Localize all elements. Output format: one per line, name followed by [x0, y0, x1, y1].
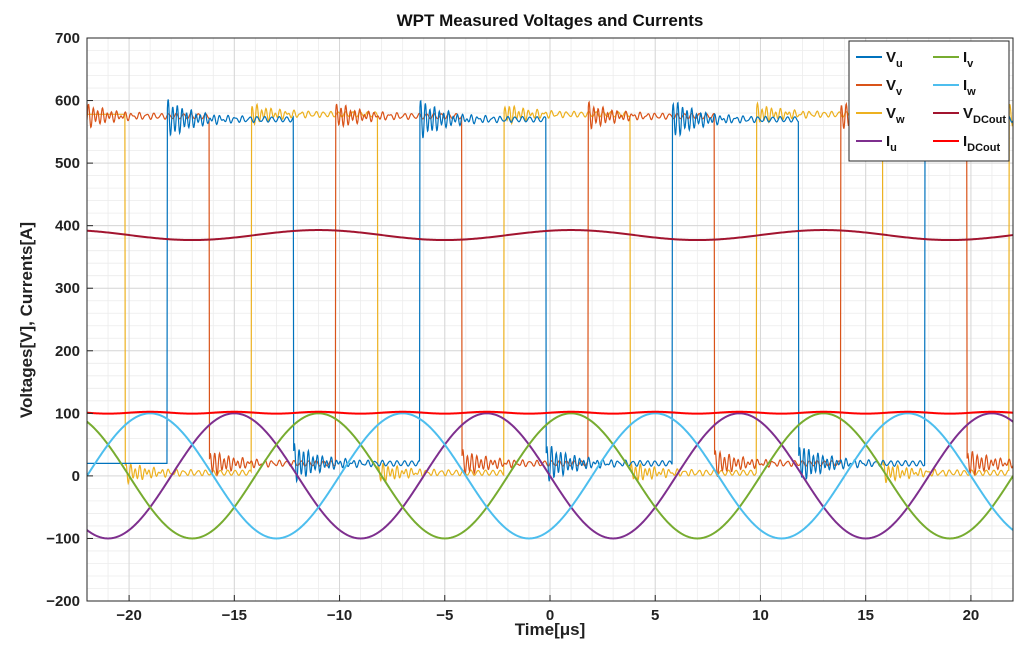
series-line-i-u [87, 412, 1013, 540]
legend-label-v-dcout: VDCout [963, 105, 1006, 126]
x-tick-labels: −20 −15 −10 −5 0 5 10 15 20 [116, 607, 979, 624]
series-line-i-dcout [87, 410, 1013, 415]
legend-label-i-v: Iv [963, 49, 974, 70]
x-tick-label: −20 [116, 607, 141, 624]
legend-label-i-dcout: IDCout [963, 133, 1000, 154]
x-tick-label: 15 [857, 607, 874, 624]
y-tick-labels: −200 −100 0 100 200 300 400 500 600 700 [46, 30, 80, 610]
legend: Vu Iv Vv Iw Vw VDCout Iu IDCout [848, 40, 1010, 162]
y-tick-label: 500 [55, 155, 80, 172]
y-tick-label: 100 [55, 405, 80, 422]
series-line-v-u [87, 99, 1013, 484]
legend-label-i-w: Iw [963, 77, 976, 98]
legend-label-v-w: Vw [886, 105, 905, 126]
y-tick-label: 200 [55, 343, 80, 360]
y-tick-label: 600 [55, 93, 80, 110]
x-tick-label: 20 [963, 607, 980, 624]
legend-label-i-u: Iu [886, 133, 897, 154]
chart-title: WPT Measured Voltages and Currents [397, 11, 704, 30]
legend-label-v-u: Vu [886, 49, 903, 70]
x-tick-label: −15 [222, 607, 247, 624]
x-tick-label: 10 [752, 607, 769, 624]
x-tick-label: 5 [651, 607, 659, 624]
y-tick-label: 0 [72, 468, 80, 485]
ticks-layer [87, 37, 972, 602]
x-tick-label: 0 [546, 607, 554, 624]
series-line-v-dcout [87, 229, 1013, 242]
x-axis-label: Time[μs] [515, 620, 586, 639]
series-line-i-v [87, 412, 1013, 540]
y-axis-label: Voltages[V], Currents[A] [17, 222, 36, 418]
y-tick-label: −200 [46, 593, 80, 610]
y-tick-label: 700 [55, 30, 80, 47]
y-tick-label: −100 [46, 530, 80, 547]
y-tick-label: 400 [55, 218, 80, 235]
series-line-i-w [87, 412, 1013, 540]
series-layer [87, 99, 1013, 540]
x-tick-label: −5 [436, 607, 453, 624]
y-tick-label: 300 [55, 280, 80, 297]
x-tick-label: −10 [327, 607, 352, 624]
legend-label-v-v: Vv [886, 77, 903, 98]
